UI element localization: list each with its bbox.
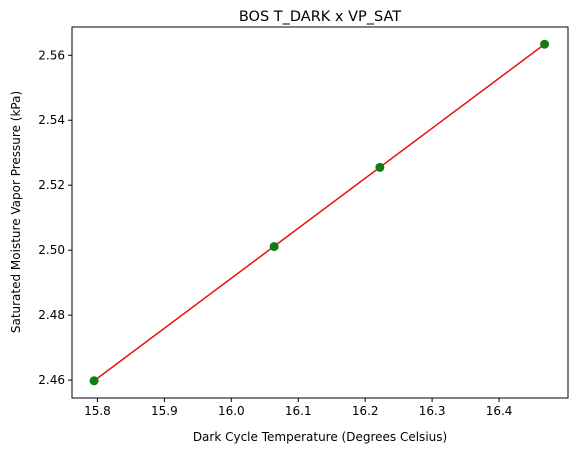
chart-title: BOS T_DARK x VP_SAT <box>239 9 401 25</box>
plot-series <box>89 39 550 386</box>
y-tick-label: 2.52 <box>38 178 65 192</box>
y-tick-label: 2.54 <box>38 113 65 127</box>
fit-line <box>93 43 546 382</box>
x-tick-label: 15.9 <box>151 404 178 418</box>
x-tick-label: 16.3 <box>419 404 446 418</box>
x-tick-label: 16.4 <box>486 404 513 418</box>
x-axis-ticks: 15.8 15.9 16.0 16.1 16.2 16.3 16.4 <box>84 398 512 418</box>
y-tick-label: 2.48 <box>38 308 65 322</box>
y-tick-label: 2.56 <box>38 48 65 62</box>
data-point <box>375 162 385 172</box>
y-tick-label: 2.46 <box>38 373 65 387</box>
x-tick-label: 16.2 <box>352 404 379 418</box>
data-point <box>540 39 550 49</box>
data-point <box>269 242 279 252</box>
x-axis-label: Dark Cycle Temperature (Degrees Celsius) <box>193 430 447 444</box>
y-axis-label: Saturated Moisture Vapor Pressure (kPa) <box>9 91 23 333</box>
data-point <box>89 376 99 386</box>
x-tick-label: 15.8 <box>84 404 111 418</box>
x-tick-label: 16.1 <box>285 404 312 418</box>
plot-frame <box>71 26 569 399</box>
y-tick-label: 2.50 <box>38 243 65 257</box>
y-axis-ticks: 2.46 2.48 2.50 2.52 2.54 2.56 <box>38 48 72 387</box>
x-tick-label: 16.0 <box>218 404 245 418</box>
